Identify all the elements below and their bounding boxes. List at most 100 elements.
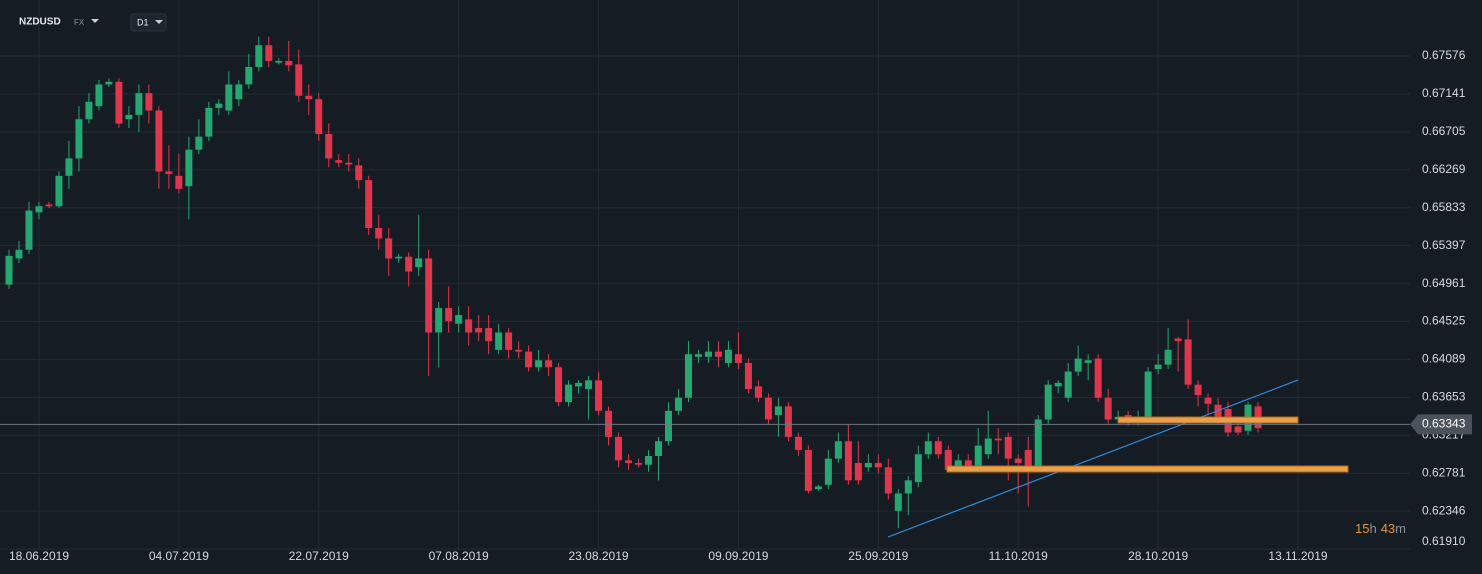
- y-tick-label: 0.61910: [1422, 534, 1466, 548]
- candle-body: [585, 380, 593, 390]
- candle-body: [1074, 358, 1082, 372]
- candle-body: [25, 210, 33, 250]
- candle-body: [1004, 436, 1012, 459]
- candle-body: [1034, 419, 1042, 468]
- candle-body: [625, 460, 633, 463]
- candle-body: [355, 165, 363, 181]
- countdown-m: m: [1395, 521, 1406, 536]
- candle-body: [445, 308, 453, 322]
- candle-body: [1044, 384, 1052, 420]
- y-tick-label: 0.64961: [1422, 276, 1466, 290]
- candle-body: [435, 308, 443, 333]
- symbol-dropdown[interactable]: [91, 19, 99, 23]
- candle-body: [974, 445, 982, 468]
- candle-body: [694, 354, 702, 357]
- candle-body: [575, 382, 583, 387]
- candle-body: [684, 354, 692, 398]
- candle-body: [495, 332, 503, 350]
- candle-body: [225, 84, 233, 111]
- candle-body: [505, 332, 513, 350]
- candle-body: [1144, 371, 1152, 418]
- candle-body: [774, 406, 782, 416]
- candle-body: [814, 486, 822, 490]
- candle-body: [15, 249, 23, 259]
- last-price-tag: [1410, 414, 1472, 435]
- symbol[interactable]: NZDUSD: [19, 17, 61, 28]
- candle-body: [205, 107, 213, 137]
- candle-body: [405, 256, 413, 272]
- candle-body: [35, 206, 43, 213]
- candle-body: [105, 81, 113, 85]
- timeframe-dropdown[interactable]: [155, 20, 163, 24]
- candle-body: [884, 467, 892, 494]
- candle-body: [635, 462, 643, 465]
- candle-body: [415, 258, 423, 268]
- candle-body: [165, 171, 173, 175]
- candle-body: [904, 480, 912, 494]
- candle-body: [1024, 449, 1032, 468]
- candle-body: [664, 410, 672, 442]
- candle-body: [335, 160, 343, 163]
- candle-body: [55, 175, 63, 207]
- candle-body: [265, 45, 273, 61]
- candle-body: [1184, 339, 1192, 385]
- candle-body: [395, 256, 403, 259]
- x-tick-label: 04.07.2019: [149, 549, 209, 563]
- x-tick-label: 09.09.2019: [708, 549, 768, 563]
- candle-body: [844, 441, 852, 481]
- candle-body: [1214, 404, 1222, 420]
- candle-body: [1094, 358, 1102, 398]
- countdown-h: h: [1369, 521, 1376, 536]
- y-tick-label: 0.66269: [1422, 162, 1466, 176]
- candle-body: [215, 103, 223, 108]
- candle-body: [874, 462, 882, 468]
- x-tick-label: 22.07.2019: [289, 549, 349, 563]
- y-tick-label: 0.67141: [1422, 86, 1466, 100]
- x-tick-label: 18.06.2019: [9, 549, 69, 563]
- candle-body: [345, 162, 353, 165]
- candle-body: [1194, 384, 1202, 396]
- candle-body: [185, 149, 193, 187]
- level-zone[interactable]: [946, 465, 1349, 473]
- y-tick-label: 0.63653: [1422, 390, 1466, 404]
- candle-body: [784, 406, 792, 437]
- candle-body: [255, 45, 263, 68]
- candle-body: [834, 441, 842, 459]
- candle-body: [5, 255, 13, 285]
- candle-body: [515, 349, 523, 352]
- candle-body: [934, 441, 942, 455]
- timeframe-button[interactable]: [130, 13, 167, 32]
- candle-body: [595, 380, 603, 411]
- grid: 0.67576 0.67141 0.66705 0.66269 0.65833 0.653…: [0, 0, 1466, 563]
- market: FX: [74, 18, 85, 27]
- y-tick-label: 0.65397: [1422, 238, 1466, 252]
- candle-body: [754, 386, 762, 398]
- candle-body: [994, 438, 1002, 441]
- y-tick-label: 0.64525: [1422, 314, 1466, 328]
- candle-body: [235, 84, 243, 100]
- candle-body: [175, 175, 183, 189]
- y-tick-label: 0.65833: [1422, 200, 1466, 214]
- candle-body: [1234, 426, 1242, 433]
- candle-body: [744, 362, 752, 390]
- candle-body: [325, 134, 333, 159]
- candle-body: [555, 367, 563, 403]
- candle-body: [1104, 397, 1112, 420]
- candle-body: [195, 136, 203, 150]
- candle-body: [1054, 382, 1062, 387]
- candle-body: [1084, 360, 1092, 363]
- candle-body: [155, 110, 163, 172]
- x-tick-label: 23.08.2019: [569, 549, 629, 563]
- trend-line[interactable]: [887, 379, 1299, 538]
- candle-body: [764, 397, 772, 420]
- candle-body: [425, 258, 433, 333]
- candle-body: [85, 101, 93, 120]
- candle-body: [115, 81, 123, 124]
- candle-body: [1204, 397, 1212, 404]
- candle-body: [605, 410, 613, 437]
- level-zone[interactable]: [1117, 416, 1299, 424]
- timeframe[interactable]: D1: [137, 17, 149, 27]
- y-tick-label: 0.67576: [1422, 48, 1466, 62]
